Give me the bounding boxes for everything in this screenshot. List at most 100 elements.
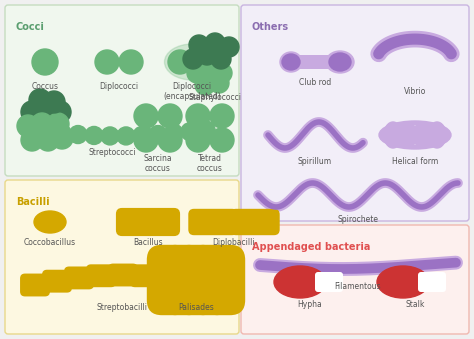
Text: Filamentous: Filamentous [335, 282, 381, 291]
Ellipse shape [384, 122, 402, 148]
Ellipse shape [379, 121, 451, 149]
Text: Spirillum: Spirillum [298, 157, 332, 166]
Ellipse shape [377, 266, 429, 298]
Ellipse shape [34, 211, 66, 233]
FancyBboxPatch shape [161, 245, 203, 315]
Circle shape [21, 129, 43, 151]
Circle shape [186, 104, 210, 128]
Circle shape [158, 128, 182, 152]
Text: Palisades: Palisades [178, 303, 214, 312]
Circle shape [187, 63, 207, 83]
Circle shape [212, 63, 232, 83]
Text: Streptococci: Streptococci [88, 148, 136, 157]
FancyBboxPatch shape [196, 274, 226, 296]
FancyBboxPatch shape [5, 180, 239, 334]
Circle shape [35, 99, 57, 121]
Circle shape [119, 50, 143, 74]
Circle shape [51, 127, 73, 149]
Text: Vibrio: Vibrio [404, 87, 426, 96]
FancyBboxPatch shape [86, 264, 116, 287]
Circle shape [43, 91, 65, 113]
Circle shape [210, 128, 234, 152]
Text: Others: Others [252, 22, 289, 32]
Ellipse shape [329, 53, 351, 71]
Ellipse shape [280, 52, 302, 72]
FancyBboxPatch shape [418, 272, 446, 292]
FancyBboxPatch shape [174, 270, 204, 293]
Text: Cocci: Cocci [16, 22, 45, 32]
Text: Appendaged bacteria: Appendaged bacteria [252, 242, 370, 252]
Text: Sarcina
coccus: Sarcina coccus [144, 154, 173, 174]
Text: Hypha: Hypha [298, 300, 322, 309]
Text: Coccobacillus: Coccobacillus [24, 238, 76, 247]
FancyBboxPatch shape [188, 209, 237, 235]
Text: Spirochete: Spirochete [337, 215, 379, 224]
Text: Streptobacilli: Streptobacilli [97, 303, 147, 312]
Circle shape [197, 121, 215, 139]
Circle shape [69, 125, 87, 143]
Circle shape [29, 89, 51, 111]
Circle shape [37, 123, 55, 141]
Text: Club rod: Club rod [299, 78, 331, 87]
Circle shape [133, 126, 151, 144]
Ellipse shape [164, 44, 219, 80]
FancyBboxPatch shape [189, 245, 231, 315]
Circle shape [199, 57, 219, 77]
Circle shape [21, 121, 39, 139]
Circle shape [197, 45, 217, 65]
FancyBboxPatch shape [315, 272, 343, 292]
Circle shape [186, 128, 210, 152]
Circle shape [17, 115, 39, 137]
Circle shape [183, 49, 203, 69]
Text: Staphylococci: Staphylococci [189, 93, 241, 102]
Circle shape [195, 75, 215, 95]
FancyBboxPatch shape [175, 245, 217, 315]
Ellipse shape [385, 126, 445, 144]
Circle shape [21, 101, 43, 123]
Circle shape [47, 113, 69, 135]
Circle shape [165, 124, 183, 142]
FancyBboxPatch shape [20, 274, 50, 296]
Circle shape [209, 73, 229, 93]
Circle shape [181, 123, 199, 141]
Text: Helical form: Helical form [392, 157, 438, 166]
Text: Tetrad
coccus: Tetrad coccus [197, 154, 223, 174]
Text: Stalk: Stalk [405, 300, 425, 309]
Circle shape [134, 128, 158, 152]
FancyBboxPatch shape [152, 266, 182, 290]
Circle shape [205, 33, 225, 53]
Ellipse shape [282, 54, 300, 70]
FancyBboxPatch shape [241, 5, 469, 221]
Text: Coccus: Coccus [31, 82, 58, 91]
FancyBboxPatch shape [5, 5, 239, 176]
FancyBboxPatch shape [291, 55, 329, 69]
FancyBboxPatch shape [230, 209, 280, 235]
Circle shape [53, 124, 71, 142]
Text: Diplococci: Diplococci [100, 82, 138, 91]
Circle shape [117, 127, 135, 145]
FancyBboxPatch shape [203, 245, 245, 315]
Circle shape [31, 113, 53, 135]
Circle shape [219, 37, 239, 57]
Text: Diplococci
(encapsulated): Diplococci (encapsulated) [163, 82, 221, 101]
Ellipse shape [326, 51, 354, 73]
FancyBboxPatch shape [130, 264, 160, 287]
FancyBboxPatch shape [116, 208, 180, 236]
FancyBboxPatch shape [108, 263, 138, 286]
Text: Diplobacilli: Diplobacilli [213, 238, 255, 247]
FancyBboxPatch shape [64, 266, 94, 290]
Circle shape [210, 104, 234, 128]
Circle shape [32, 49, 58, 75]
Text: Bacilli: Bacilli [16, 197, 50, 207]
FancyBboxPatch shape [147, 245, 189, 315]
FancyBboxPatch shape [241, 225, 469, 334]
Circle shape [158, 104, 182, 128]
Circle shape [211, 49, 231, 69]
Circle shape [95, 50, 119, 74]
Circle shape [49, 101, 71, 123]
Circle shape [85, 126, 103, 144]
Ellipse shape [413, 122, 431, 148]
Circle shape [149, 125, 167, 143]
FancyBboxPatch shape [42, 270, 72, 293]
Ellipse shape [399, 122, 417, 148]
